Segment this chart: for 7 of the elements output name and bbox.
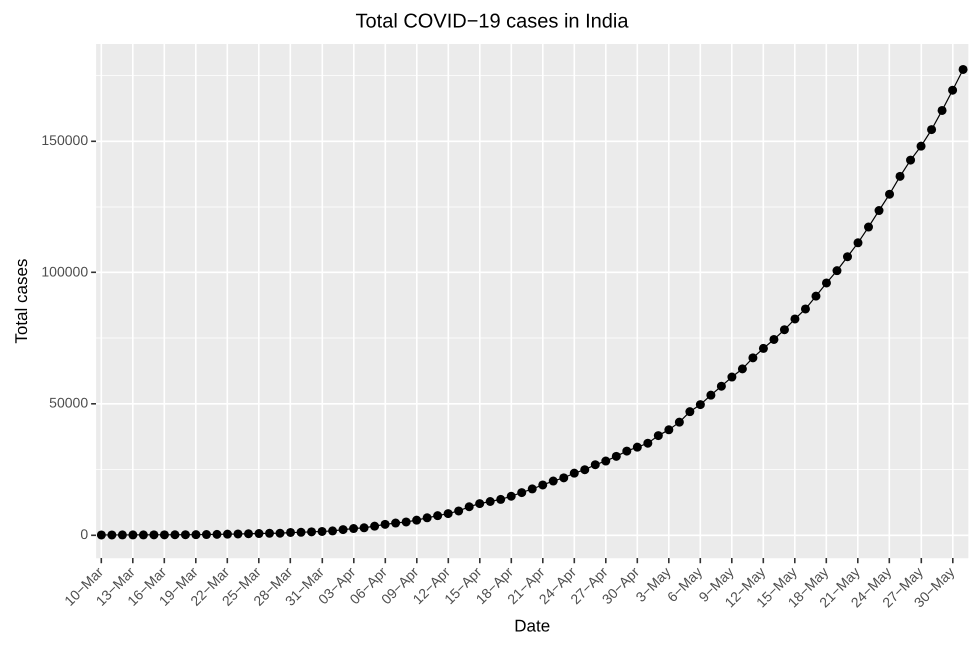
y-tick-label: 50000 [49,394,88,411]
y-tick-label: 0 [80,526,88,542]
chart-title: Total COVID−19 cases in India [356,10,630,33]
x-axis-title: Date [514,616,550,636]
y-tick-label: 100000 [41,263,88,280]
y-axis-title: Total cases [12,258,31,344]
y-tick-label: 150000 [41,132,88,148]
